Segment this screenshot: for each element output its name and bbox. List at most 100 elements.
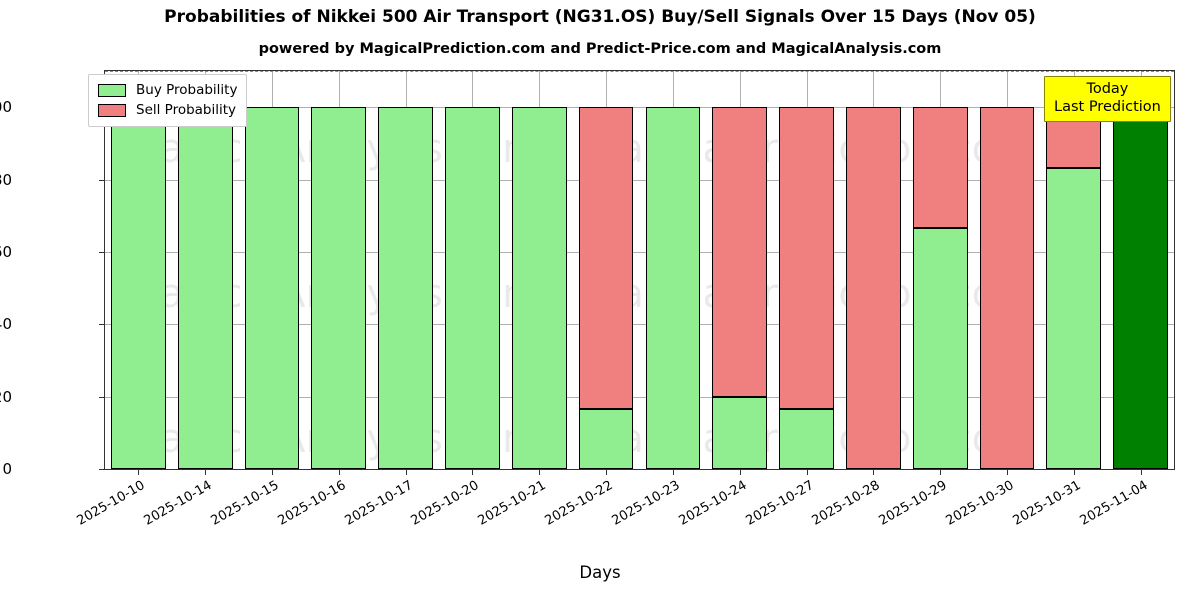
x-tick-mark [1073,470,1075,475]
bar-group[interactable] [712,71,768,469]
bar-segment-buy[interactable] [645,107,701,469]
x-tick-mark [1140,470,1142,475]
bar-group[interactable] [511,71,567,469]
x-tick-mark [672,470,674,475]
x-tick-label: 2025-10-16 [275,478,349,529]
x-tick-mark [472,470,474,475]
bar-group[interactable] [311,71,367,469]
y-tick-label: 0 [2,460,12,478]
x-tick-mark [940,470,942,475]
plot-area: MagicalAnalysis.comMagicalPrediction.com… [104,70,1175,470]
bar-group[interactable] [177,71,233,469]
gridline-horizontal [105,107,1174,109]
bar-segment-buy[interactable] [1046,167,1102,469]
x-tick-mark [205,470,207,475]
y-tick-label: 100 [0,98,12,117]
bar-group[interactable] [378,71,434,469]
bar-segment-buy[interactable] [578,408,634,469]
x-tick-label: 2025-10-22 [542,478,616,529]
bar-segment-buy[interactable] [445,107,500,469]
chart-legend: Buy Probability Sell Probability [88,74,248,127]
bar-segment-buy[interactable] [378,107,434,469]
today-annotation-line2: Last Prediction [1054,99,1161,115]
y-tick-label: 40 [0,315,12,334]
x-tick-mark [873,470,875,475]
bar-segment-buy[interactable] [244,107,300,469]
x-tick-mark [739,470,741,475]
legend-label-buy: Buy Probability [136,82,238,98]
bar-segment-buy[interactable] [779,408,834,469]
bar-group[interactable] [111,71,166,469]
bar-segment-buy[interactable] [912,227,968,469]
bar-group[interactable] [578,71,634,469]
legend-label-sell: Sell Probability [136,102,237,118]
gridline-horizontal [105,251,1174,253]
bar-segment-sell[interactable] [979,107,1035,469]
y-tick-mark [99,251,104,253]
x-tick-mark [806,470,808,475]
bar-segment-buy[interactable] [712,396,768,469]
x-tick-label: 2025-10-15 [208,478,282,529]
y-tick-mark [99,469,104,470]
x-tick-label: 2025-10-28 [809,478,883,529]
y-tick-mark [99,396,104,398]
chart-title: Probabilities of Nikkei 500 Air Transpor… [164,7,1036,27]
x-tick-label: 2025-11-04 [1077,478,1151,529]
bar-segment-buy[interactable] [511,107,567,469]
x-tick-mark [1006,470,1008,475]
bar-segment-buy[interactable] [111,107,166,469]
bar-group[interactable] [845,71,901,469]
x-tick-mark [272,470,274,475]
bar-group[interactable] [1113,71,1168,469]
gridline-horizontal [105,324,1174,326]
bar-segment-buy[interactable] [311,107,367,469]
bar-segment-buy[interactable] [177,107,233,469]
gridline-horizontal [105,396,1174,398]
x-tick-label: 2025-10-17 [342,478,416,529]
x-tick-label: 2025-10-21 [475,478,549,529]
x-axis-label: Days [579,563,621,582]
x-tick-label: 2025-10-31 [1010,478,1084,529]
x-tick-label: 2025-10-14 [141,478,215,529]
bar-group[interactable] [979,71,1035,469]
bar-group[interactable] [1046,71,1102,469]
y-tick-mark [99,179,104,181]
bar-segment-today[interactable] [1113,107,1168,469]
legend-item-buy: Buy Probability [98,80,237,100]
x-tick-label: 2025-10-10 [74,478,148,529]
legend-swatch-sell [98,103,126,117]
x-tick-label: 2025-10-23 [609,478,683,529]
chart-subtitle: powered by MagicalPrediction.com and Pre… [258,41,942,57]
bar-group[interactable] [445,71,500,469]
today-annotation-line1: Today [1086,81,1129,97]
x-tick-mark [606,470,608,475]
bar-group[interactable] [645,71,701,469]
gridline-horizontal [105,179,1174,181]
x-tick-mark [539,470,541,475]
threshold-dashed-line [105,71,1174,72]
y-tick-label: 80 [0,170,12,189]
x-tick-label: 2025-10-20 [409,478,482,529]
x-tick-label: 2025-10-27 [743,478,817,529]
today-annotation: Today Last Prediction [1044,76,1171,122]
bar-segment-sell[interactable] [712,107,768,397]
legend-item-sell: Sell Probability [98,100,237,120]
bar-segment-sell[interactable] [845,107,901,469]
x-tick-label: 2025-10-24 [676,478,750,529]
y-tick-label: 60 [0,242,12,261]
bar-group[interactable] [244,71,300,469]
bar-group[interactable] [779,71,834,469]
bar-segment-sell[interactable] [779,107,834,409]
bar-group[interactable] [912,71,968,469]
x-tick-label: 2025-10-30 [943,478,1017,529]
y-tick-label: 20 [0,387,12,406]
x-tick-mark [338,470,340,475]
x-tick-mark [405,470,407,475]
x-tick-label: 2025-10-29 [876,478,950,529]
legend-swatch-buy [98,83,126,97]
bar-segment-sell[interactable] [578,107,634,409]
bar-segment-sell[interactable] [912,107,968,228]
y-tick-mark [99,324,104,326]
plot-inner: MagicalAnalysis.comMagicalPrediction.com… [105,71,1174,469]
